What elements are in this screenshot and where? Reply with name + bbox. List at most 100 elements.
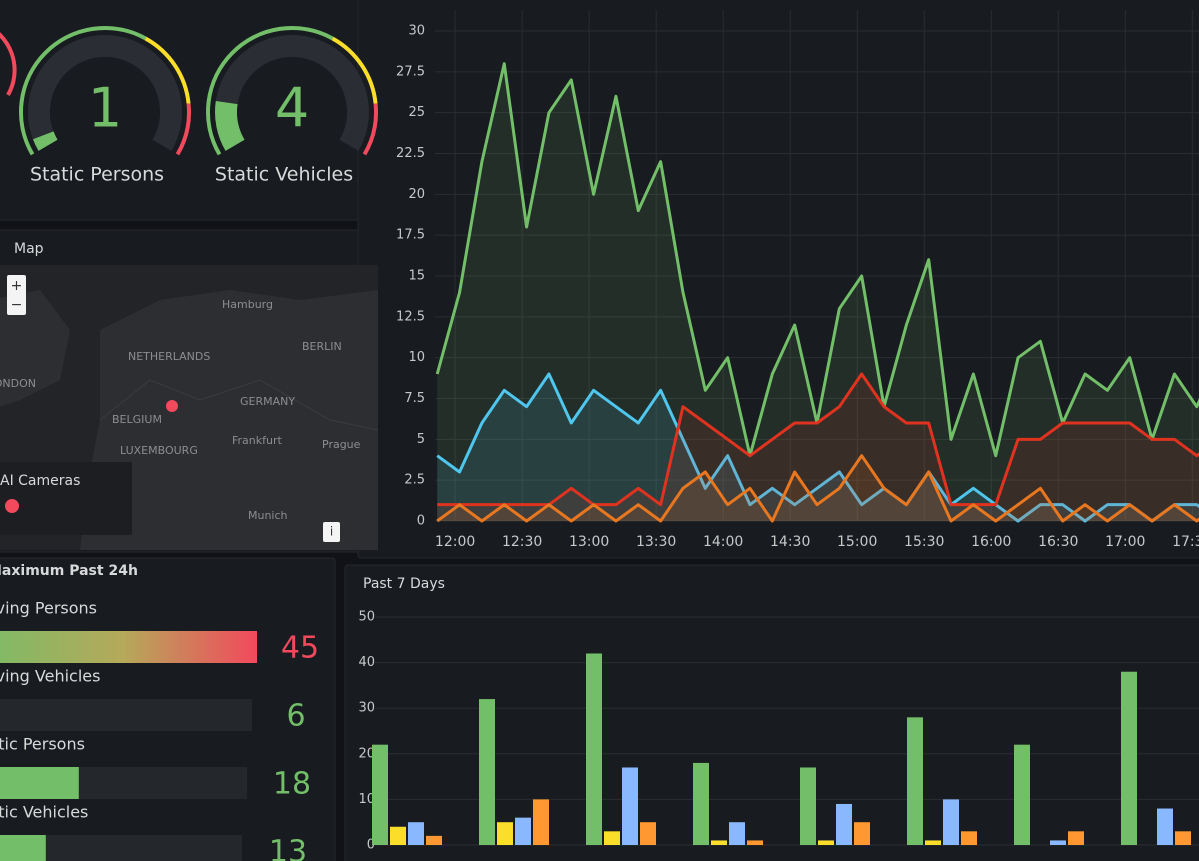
bar bbox=[426, 835, 442, 845]
x-tick-label: 14:30 bbox=[770, 534, 810, 550]
map-place: Munich bbox=[248, 509, 288, 522]
bar bbox=[818, 840, 834, 845]
map-legend-dot bbox=[5, 499, 19, 513]
x-tick-label: 16:00 bbox=[971, 534, 1011, 550]
y-tick-label: 12.5 bbox=[396, 309, 425, 324]
x-tick-label: 12:00 bbox=[435, 534, 475, 550]
bar bbox=[497, 822, 513, 845]
bar bbox=[1068, 831, 1084, 845]
map-land bbox=[80, 290, 378, 550]
bar bbox=[747, 840, 763, 845]
bar bbox=[586, 653, 602, 845]
bar bbox=[372, 744, 388, 845]
x-tick-label: 17:00 bbox=[1105, 534, 1145, 550]
series-area bbox=[437, 374, 1199, 521]
x-tick-label: 12:30 bbox=[502, 534, 542, 550]
zoom-in[interactable]: + bbox=[11, 278, 23, 294]
y-tick-label: 30 bbox=[358, 701, 375, 716]
bar bbox=[943, 799, 959, 845]
gauge-track bbox=[28, 35, 182, 151]
gauge-threshold bbox=[206, 26, 334, 156]
bar bbox=[1175, 831, 1191, 845]
bar-gauge-value: 6 bbox=[286, 699, 305, 734]
bar-gauge-label: Static Persons bbox=[0, 735, 85, 754]
map-place: BELGIUM bbox=[112, 413, 162, 426]
map-place: Hamburg bbox=[222, 298, 273, 311]
bar bbox=[622, 767, 638, 845]
y-tick-label: 5 bbox=[417, 432, 425, 447]
map-place: Prague bbox=[322, 438, 361, 451]
bar bbox=[1014, 744, 1030, 845]
y-tick-label: 25 bbox=[408, 105, 425, 120]
gauge-threshold bbox=[175, 103, 191, 156]
series-area bbox=[437, 63, 1199, 521]
bar-chart-title: Past 7 Days bbox=[363, 576, 445, 592]
bar-gauge-title: Maximum Past 24h bbox=[0, 563, 138, 579]
info-button[interactable] bbox=[323, 522, 340, 542]
bar bbox=[390, 826, 406, 845]
gauge-label: Static Persons bbox=[30, 164, 164, 186]
bar-gauge-track bbox=[0, 699, 252, 731]
camera-marker[interactable] bbox=[166, 400, 178, 412]
bar-gauge-value: 18 bbox=[273, 767, 311, 802]
map-land bbox=[0, 290, 70, 407]
bar-chart-panel bbox=[344, 564, 1199, 861]
gauge-threshold bbox=[144, 36, 191, 104]
map-place: BERLIN bbox=[302, 340, 342, 353]
bar bbox=[925, 840, 941, 845]
y-tick-label: 27.5 bbox=[396, 64, 425, 79]
bar bbox=[408, 822, 424, 845]
bar bbox=[907, 717, 923, 845]
y-tick-label: 22.5 bbox=[396, 146, 425, 161]
y-tick-label: 17.5 bbox=[396, 228, 425, 243]
plot-area bbox=[435, 62, 1199, 523]
x-tick-label: 13:00 bbox=[569, 534, 609, 550]
bar-gauge-label: Moving Vehicles bbox=[0, 667, 100, 686]
map-legend-label: AI Cameras bbox=[0, 473, 80, 489]
bar bbox=[604, 831, 620, 845]
x-tick-label: 15:00 bbox=[837, 534, 877, 550]
gauge-value-arc bbox=[32, 131, 58, 151]
bar-gauge-label: Moving Persons bbox=[0, 599, 97, 618]
x-tick-label: 15:30 bbox=[904, 534, 944, 550]
series-line bbox=[435, 62, 1199, 458]
bar bbox=[479, 699, 495, 845]
y-tick-label: 7.5 bbox=[404, 391, 425, 406]
gauge-value: 4 bbox=[275, 77, 309, 140]
gauge-value-arc bbox=[215, 101, 245, 151]
bar-gauge-value: 45 bbox=[281, 631, 319, 666]
bar-gauge-bar bbox=[0, 631, 257, 663]
series-line bbox=[436, 454, 1199, 523]
map-place: Frankfurt bbox=[232, 434, 282, 447]
bar bbox=[711, 840, 727, 845]
y-tick-label: 10 bbox=[408, 350, 425, 365]
series-line bbox=[436, 372, 1199, 523]
y-tick-label: 30 bbox=[408, 24, 425, 39]
info-label[interactable]: i bbox=[330, 525, 333, 539]
series-line bbox=[437, 372, 1199, 507]
map-place: NETHERLANDS bbox=[128, 350, 210, 363]
bar bbox=[1050, 840, 1066, 845]
y-tick-label: 10 bbox=[358, 792, 375, 807]
y-tick-label: 2.5 bbox=[404, 473, 425, 488]
partial-gauge bbox=[0, 32, 17, 96]
map-title: Map bbox=[14, 241, 44, 257]
gauge-label: Static Vehicles bbox=[215, 164, 353, 186]
x-tick-label: 16:30 bbox=[1038, 534, 1078, 550]
bar-gauge-value: 13 bbox=[269, 835, 307, 861]
zoom-control bbox=[7, 275, 26, 315]
zoom-out[interactable]: − bbox=[11, 297, 23, 313]
map-place: LONDON bbox=[0, 377, 36, 390]
y-tick-label: 20 bbox=[358, 746, 375, 761]
y-tick-label: 20 bbox=[408, 187, 425, 202]
x-tick-label: 13:30 bbox=[636, 534, 676, 550]
x-tick-label: 14:00 bbox=[703, 534, 743, 550]
y-tick-label: 0 bbox=[367, 838, 375, 853]
bar-gauge-label: Static Vehicles bbox=[0, 803, 88, 822]
bar bbox=[961, 831, 977, 845]
series-area bbox=[437, 455, 1199, 521]
gauge-threshold bbox=[19, 26, 147, 156]
y-tick-label: 50 bbox=[358, 610, 375, 625]
